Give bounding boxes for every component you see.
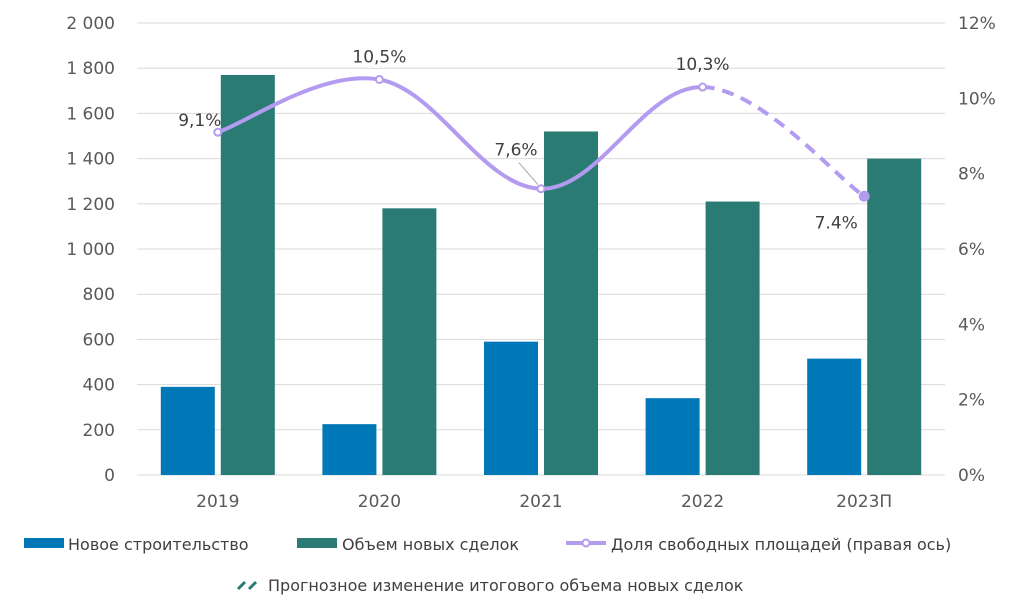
- legend-swatch-forecast: [247, 580, 258, 591]
- legend-label-new-deals: Объем новых сделок: [342, 535, 519, 554]
- data-label-leader-line: [518, 162, 539, 186]
- y-left-tick-label: 1 800: [66, 59, 115, 79]
- vacancy-data-label: 7,6%: [494, 141, 537, 161]
- x-tick-label: 2022: [681, 492, 724, 512]
- vacancy-marker: [858, 190, 870, 202]
- y-left-tick-label: 1 000: [66, 240, 115, 260]
- y-left-tick-label: 400: [83, 376, 115, 396]
- vacancy-line-forecast: [702, 85, 866, 198]
- bar-new-construction: [484, 341, 538, 475]
- x-tick-label: 2020: [358, 492, 401, 512]
- legend-label-forecast: Прогнозное изменение итогового объема но…: [268, 576, 744, 595]
- vacancy-marker: [698, 82, 708, 92]
- vacancy-data-label: 10,5%: [352, 48, 406, 68]
- vacancy-marker: [213, 127, 223, 137]
- y-right-tick-label: 0%: [958, 466, 985, 486]
- y-left-tick-label: 1 600: [66, 104, 115, 124]
- vacancy-marker: [536, 184, 546, 194]
- bar-new-construction: [645, 398, 700, 475]
- y-left-tick-label: 1 400: [66, 150, 115, 170]
- bar-new-deals: [705, 201, 760, 476]
- legend-swatch-new-deals: [297, 538, 337, 548]
- y-right-tick-label: 4%: [958, 315, 985, 335]
- bar-new-deals: [220, 74, 275, 475]
- x-tick-label: 2021: [519, 492, 562, 512]
- x-tick-label: 2019: [196, 492, 239, 512]
- y-left-tick-label: 0: [104, 466, 115, 486]
- bar-new-deals: [544, 131, 598, 476]
- legend-swatch-new-construction: [24, 538, 64, 548]
- vacancy-data-label: 7.4%: [815, 213, 858, 233]
- bar-new-deals: [867, 158, 922, 475]
- y-right-tick-label: 10%: [958, 89, 996, 109]
- bar-new-construction: [807, 358, 862, 475]
- y-right-tick-label: 6%: [958, 240, 985, 260]
- y-left-tick-label: 600: [83, 330, 115, 350]
- vacancy-data-label: 10,3%: [676, 55, 730, 75]
- y-right-tick-label: 2%: [958, 391, 985, 411]
- vacancy-line: [215, 76, 705, 191]
- y-left-tick-label: 1 200: [66, 195, 115, 215]
- y-left-tick-label: 200: [83, 421, 115, 441]
- legend-label-vacancy: Доля свободных площадей (правая ось): [611, 535, 951, 554]
- bar-new-construction: [322, 424, 377, 475]
- x-tick-label: 2023П: [836, 492, 892, 512]
- y-left-tick-label: 2 000: [66, 14, 115, 34]
- y-right-tick-label: 12%: [958, 14, 996, 34]
- vacancy-marker: [374, 75, 384, 84]
- legend-marker-vacancy: [581, 538, 591, 548]
- bar-new-deals: [382, 208, 437, 475]
- y-left-tick-label: 800: [83, 285, 115, 305]
- legend-label-new-construction: Новое строительство: [68, 535, 249, 554]
- vacancy-data-label: 9,1%: [178, 111, 221, 131]
- legend-swatch-forecast: [236, 580, 247, 591]
- y-right-tick-label: 8%: [958, 165, 985, 185]
- bar-new-construction: [160, 386, 215, 475]
